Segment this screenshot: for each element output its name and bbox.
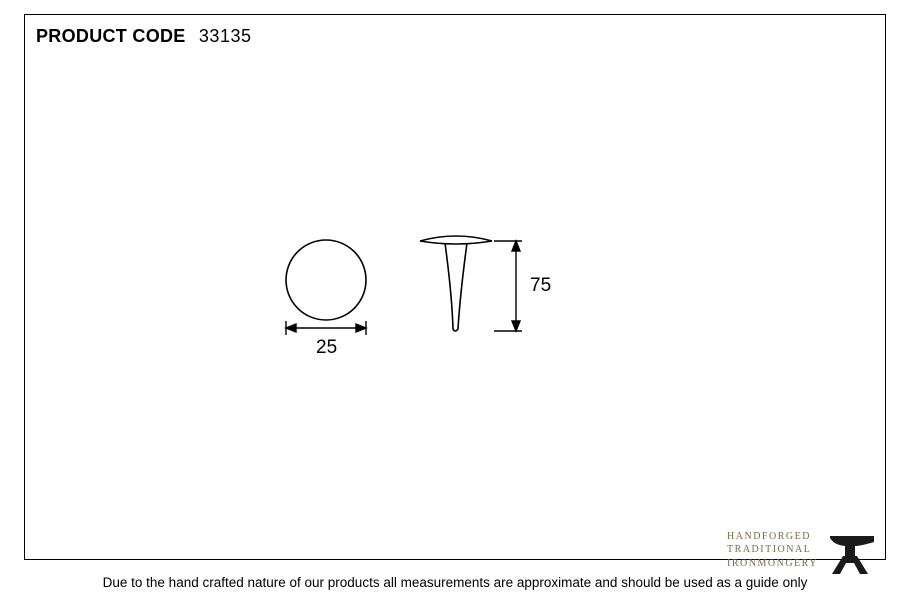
height-dimension <box>494 241 522 331</box>
height-dimension-value: 75 <box>530 275 551 296</box>
disclaimer-text: Due to the hand crafted nature of our pr… <box>0 575 910 590</box>
stud-side-view <box>420 236 492 331</box>
product-code-label: PRODUCT CODE <box>36 26 186 46</box>
anvil-logo-icon <box>824 530 876 576</box>
brand-text: HANDFORGED TRADITIONAL IRONMONGERY <box>727 530 818 571</box>
width-dimension-value: 25 <box>316 337 337 358</box>
width-dimension <box>286 321 366 335</box>
brand-line-1: HANDFORGED <box>727 530 818 544</box>
brand-line-2: TRADITIONAL <box>727 543 818 557</box>
stud-top-view <box>286 240 366 320</box>
page: PRODUCT CODE 33135 25 <box>0 0 910 596</box>
technical-drawing: 25 75 <box>270 225 630 365</box>
product-code-value: 33135 <box>199 26 252 46</box>
brand-line-3: IRONMONGERY <box>727 557 818 571</box>
drawing-svg: 25 75 <box>270 225 630 365</box>
product-code-header: PRODUCT CODE 33135 <box>36 26 251 47</box>
